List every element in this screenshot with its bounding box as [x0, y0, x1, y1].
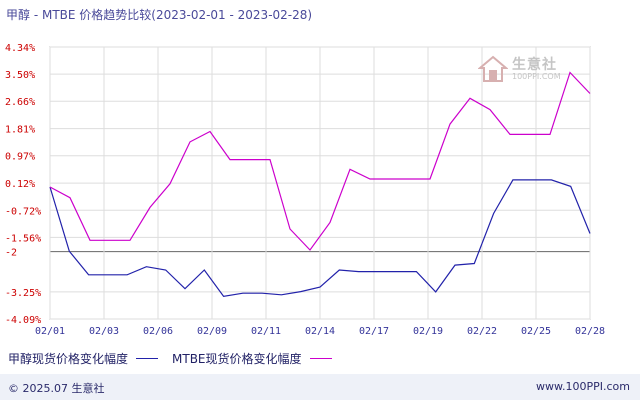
x-tick-label: 02/11: [251, 326, 281, 337]
y-tick-label: -3.25%: [5, 288, 41, 299]
y-tick-label: 4.34%: [5, 43, 35, 54]
y-tick-label: 0.12%: [5, 179, 35, 190]
watermark-logo: 生意社 100PPI.COM: [477, 54, 578, 84]
y-tick-label: -1.56%: [5, 233, 41, 244]
y-tick-label: 0.97%: [5, 152, 35, 163]
legend: 甲醇现货价格变化幅度 MTBE现货价格变化幅度: [8, 350, 346, 367]
legend-swatch-mtbe: [309, 358, 332, 359]
y-tick-label: -0.72%: [5, 206, 41, 217]
x-tick-label: 02/22: [467, 326, 497, 337]
y-tick-label: 2.66%: [5, 97, 35, 108]
y-tick-label: -2: [5, 248, 17, 259]
watermark-brand: 生意社: [512, 57, 557, 73]
legend-label-mtbe: MTBE现货价格变化幅度: [172, 352, 302, 366]
x-tick-label: 02/06: [143, 326, 173, 337]
x-tick-label: 02/01: [35, 326, 65, 337]
chart-title: 甲醇 - MTBE 价格趋势比较(2023-02-01 - 2023-02-28…: [6, 8, 313, 22]
legend-label-methanol: 甲醇现货价格变化幅度: [8, 352, 129, 366]
x-tick-label: 02/14: [305, 326, 335, 337]
x-tick-label: 02/25: [521, 326, 551, 337]
footer-site-link[interactable]: www.100PPI.com: [536, 380, 630, 393]
y-tick-label: 3.50%: [5, 70, 35, 81]
footer-bar: © 2025.07 生意社 www.100PPI.com: [0, 374, 640, 400]
x-tick-label: 02/09: [197, 326, 227, 337]
y-tick-label: -4.09%: [5, 315, 41, 326]
series-line-mtbe: [49, 71, 591, 251]
y-tick-label: 1.81%: [5, 125, 35, 136]
house-logo-icon: [477, 55, 509, 82]
watermark-site: 100PPI.COM: [512, 72, 561, 81]
x-tick-label: 02/17: [359, 326, 389, 337]
x-tick-label: 02/19: [413, 326, 443, 337]
footer-copyright: © 2025.07 生意社: [8, 382, 105, 395]
series-line-methanol: [49, 179, 591, 298]
x-tick-label: 02/28: [575, 326, 605, 337]
x-tick-label: 02/03: [89, 326, 119, 337]
legend-swatch-methanol: [136, 358, 159, 359]
